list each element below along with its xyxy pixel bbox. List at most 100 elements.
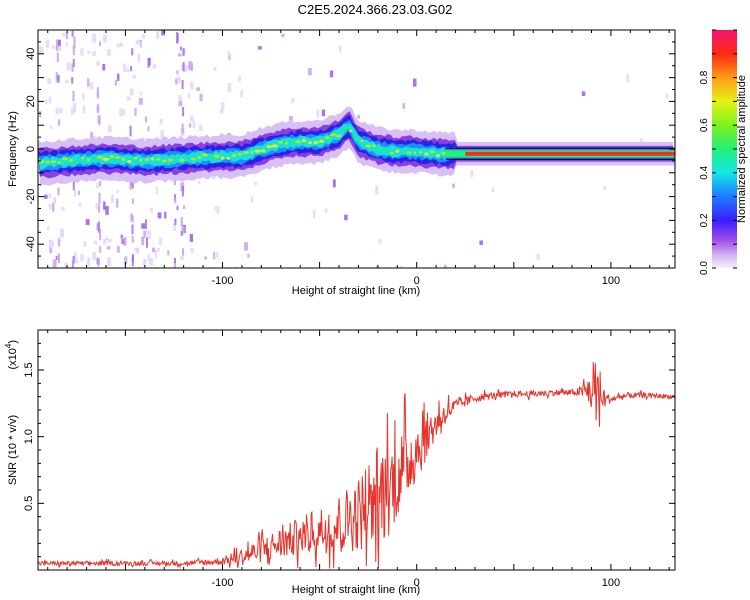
spectrogram-cell — [148, 230, 151, 240]
spectrogram-cell — [333, 179, 336, 188]
spectrogram-cell — [126, 68, 129, 72]
spectrogram-cell — [240, 91, 243, 98]
spectrogram-cell — [321, 109, 326, 117]
spectrogram-streak — [129, 125, 132, 137]
spectrogram-cell — [116, 43, 120, 48]
spectrogram-cell — [87, 78, 90, 87]
spectrogram-peak — [406, 151, 412, 155]
spectrogram-cell — [48, 239, 53, 249]
spectrogram-streak — [55, 72, 58, 83]
spectrogram-peak — [348, 129, 353, 133]
spectrogram-cell — [90, 132, 94, 139]
spectrogram-x-label: Height of straight line (km) — [292, 285, 420, 297]
spectrogram-peak — [418, 150, 423, 154]
colorbar: 0.0 0.2 0.4 0.6 0.8 Normalized spectral ampl… — [699, 29, 748, 275]
spectrogram-cell — [399, 266, 403, 268]
spectrogram-peak — [96, 155, 104, 159]
spectrogram-peak — [302, 139, 307, 143]
spectrogram-cell — [121, 239, 125, 245]
spectrogram-peak — [121, 157, 126, 161]
spectrogram-cell — [665, 93, 668, 100]
snr-x-label: Height of straight line (km) — [292, 584, 420, 596]
spectrogram-peak — [250, 150, 254, 154]
spectrogram-streak — [179, 46, 182, 51]
spectrogram-cell — [74, 252, 77, 260]
spectrogram-cell — [70, 108, 75, 115]
spectrogram-peak — [185, 159, 190, 162]
spectrogram-streak — [181, 80, 184, 89]
spectrogram-cell — [198, 124, 203, 131]
spectrogram-cell — [47, 226, 50, 231]
spectrogram-streak — [131, 198, 134, 204]
spectrogram-streak — [147, 126, 150, 132]
spectrogram-cell — [47, 78, 51, 84]
spectrogram-cell — [72, 103, 77, 112]
spectrogram-cell — [89, 82, 94, 90]
spectrogram-peak — [318, 139, 325, 143]
spectrogram-streak — [131, 215, 134, 222]
spectrogram-cell — [182, 205, 186, 209]
svg-text:(x104): (x104) — [4, 340, 19, 370]
spectrogram-cell — [155, 186, 158, 195]
spectrogram-cell — [141, 223, 145, 229]
spectrogram-cell — [402, 103, 405, 109]
spectrogram-cell — [176, 76, 181, 84]
spectrogram-peak — [75, 159, 79, 163]
spectrogram-cell — [73, 190, 77, 198]
spectrogram-peak — [68, 159, 74, 162]
spectrogram-cell — [123, 237, 127, 246]
spectrogram-cell — [119, 42, 123, 47]
spectrogram-cell — [65, 32, 69, 40]
spectrogram-cell — [45, 39, 50, 48]
spectrogram-cell — [238, 76, 241, 82]
spectrogram-cell — [52, 45, 56, 50]
spectrogram-streak — [176, 32, 179, 44]
spectrogram-streak — [58, 119, 61, 126]
spectrogram-cell — [108, 238, 112, 243]
spectrogram-peak — [109, 155, 115, 159]
spectrogram-streak — [146, 237, 148, 248]
spectrogram-cell — [491, 187, 495, 192]
spectrogram-cell — [106, 246, 111, 250]
spectrogram-streak — [180, 217, 183, 227]
spectrogram-cell — [144, 230, 148, 236]
spectrogram-cell — [107, 257, 111, 266]
spectrogram-cell — [159, 118, 163, 125]
spectrogram-peak — [295, 140, 302, 144]
spectrogram-cell — [105, 206, 109, 215]
spectrogram-cell — [58, 108, 63, 114]
spectrogram-peak — [190, 157, 196, 161]
spectrogram-peak — [372, 144, 376, 148]
spectrogram-cell — [102, 64, 106, 71]
spectrogram-cell — [227, 83, 232, 92]
spectrogram-cell — [188, 61, 192, 70]
spectrogram-cell — [244, 242, 248, 251]
spectrogram-peak — [377, 147, 383, 151]
spectrogram-cell — [156, 31, 159, 39]
spectrogram-cell — [247, 253, 250, 258]
spectrogram-peak — [156, 157, 161, 161]
spectrogram-peak — [278, 140, 283, 144]
spectrogram-cell — [52, 202, 55, 212]
spectrogram-peak — [261, 149, 266, 153]
spectrogram-cell — [103, 201, 106, 210]
spectrogram-cell — [114, 79, 118, 86]
spectrogram-streak — [98, 119, 101, 126]
spectrogram-peak — [324, 136, 331, 140]
spectrogram-streak — [174, 197, 177, 204]
spectrogram-cell — [187, 93, 191, 99]
spectrogram-peak — [178, 158, 185, 162]
spectrogram-cell — [151, 247, 155, 253]
spectrogram-cell — [65, 42, 68, 47]
spectrogram-peak — [45, 160, 50, 164]
spectrogram-streak — [56, 52, 59, 62]
spectrogram-y-tick-label: -20 — [25, 189, 37, 205]
spectrogram-streak — [174, 261, 177, 268]
colorbar-label: Normalized spectral amplitude — [736, 75, 748, 223]
spectrogram-streak — [71, 77, 74, 84]
spectrogram-peak — [395, 149, 400, 153]
spectrogram-cell — [250, 196, 253, 203]
spectrogram-cell — [188, 123, 192, 128]
spectrogram-streak — [97, 221, 100, 233]
